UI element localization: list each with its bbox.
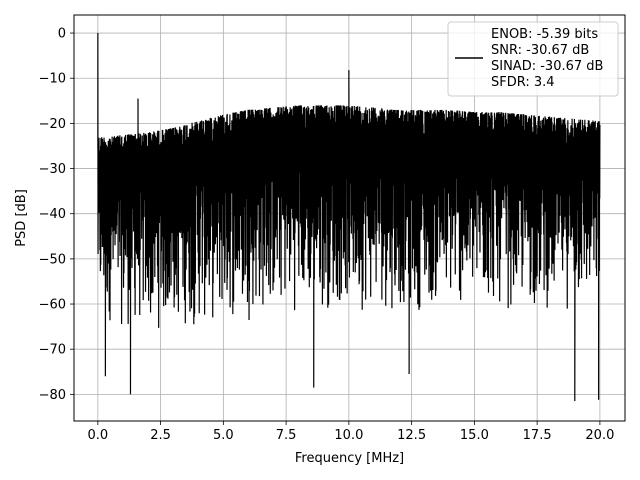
y-tick-label: −30 <box>39 162 66 177</box>
y-tick-label: −70 <box>39 343 66 358</box>
legend-box <box>447 21 619 97</box>
x-tick-label: 2.5 <box>150 428 171 443</box>
y-axis-label: PSD [dB] <box>14 189 29 247</box>
psd-line <box>97 33 601 402</box>
x-tick-label: 7.5 <box>276 428 297 443</box>
legend-sfdr: SFDR: 3.4 <box>491 75 555 90</box>
y-tick-label: −10 <box>39 72 66 87</box>
x-axis-label: Frequency [MHz] <box>295 451 404 466</box>
x-tick-label: 10.0 <box>334 428 363 443</box>
x-tick-label: 0.0 <box>88 428 109 443</box>
y-tick-label: −80 <box>39 388 66 403</box>
x-tick-label: 5.0 <box>213 428 234 443</box>
y-tick-label: −50 <box>39 252 66 267</box>
y-tick-label: −40 <box>39 207 66 222</box>
x-tick-label: 17.5 <box>523 428 552 443</box>
y-tick-label: −60 <box>39 298 66 313</box>
x-axis-ticks: 0.0 2.5 5.0 7.5 10.0 12.5 15.0 17.5 20.0 <box>88 421 614 443</box>
legend-enob: ENOB: -5.39 bits <box>491 27 598 42</box>
y-axis-ticks: 0 −10 −20 −30 −40 −50 −60 −70 −80 <box>39 27 74 403</box>
legend-snr: SNR: -30.67 dB <box>491 43 589 58</box>
y-tick-label: 0 <box>58 27 66 42</box>
x-tick-label: 12.5 <box>397 428 426 443</box>
legend-sinad: SINAD: -30.67 dB <box>491 59 603 74</box>
psd-trace <box>97 33 601 402</box>
legend: ENOB: -5.39 bits SNR: -30.67 dB SINAD: -… <box>447 21 619 97</box>
axes-frame <box>73 14 626 422</box>
y-tick-label: −20 <box>39 117 66 132</box>
x-tick-label: 15.0 <box>460 428 489 443</box>
x-tick-label: 20.0 <box>585 428 614 443</box>
